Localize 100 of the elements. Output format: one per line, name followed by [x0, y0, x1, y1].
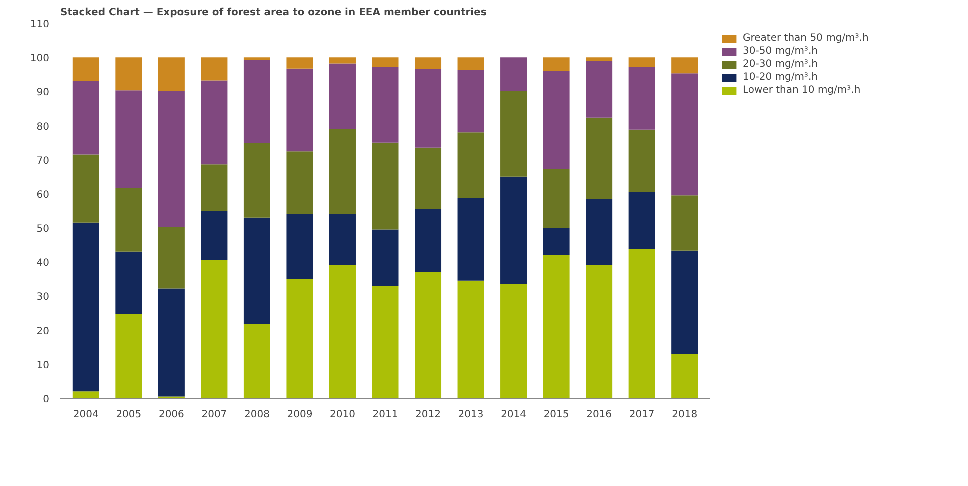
x-tick-label: 2013 — [458, 410, 484, 420]
bar — [286, 214, 314, 280]
bar — [628, 192, 656, 250]
x-tick-label: 2017 — [629, 410, 655, 420]
bar — [543, 71, 570, 170]
bar — [72, 392, 100, 398]
x-tick-label: 2010 — [330, 410, 356, 420]
y-tick-label: 0 — [43, 394, 50, 406]
bar — [329, 64, 356, 130]
bar — [415, 70, 442, 148]
y-tick-label: 90 — [36, 88, 50, 99]
x-tick-label: 2008 — [244, 410, 270, 420]
bar — [586, 118, 613, 200]
legend-label: Lower than 10 mg/m³.h — [743, 85, 861, 96]
bar — [500, 58, 528, 91]
x-tick-label: 2016 — [586, 410, 612, 420]
x-tick-label: 2009 — [287, 410, 313, 420]
bar — [586, 266, 613, 398]
bar — [543, 58, 570, 72]
bar — [158, 91, 185, 228]
x-tick-label: 2005 — [116, 410, 142, 420]
bar — [329, 129, 356, 214]
y-tick-label: 110 — [30, 20, 50, 30]
bar — [672, 196, 698, 251]
bar — [458, 58, 484, 70]
bar — [672, 74, 698, 196]
y-tick-label: 30 — [36, 292, 50, 304]
bar — [458, 198, 484, 281]
bar — [458, 70, 484, 133]
bar — [286, 68, 314, 152]
bar — [116, 188, 142, 252]
bar — [158, 227, 185, 289]
bar — [628, 67, 656, 130]
legend-label: 10-20 mg/m³.h — [743, 72, 818, 83]
bar — [72, 222, 100, 392]
bar — [586, 61, 613, 118]
bar — [672, 58, 698, 74]
bar — [500, 284, 528, 398]
y-tick-label: 50 — [36, 224, 50, 236]
bar — [628, 250, 656, 398]
bar — [286, 58, 314, 69]
x-tick-label: 2004 — [73, 410, 99, 420]
bar — [329, 58, 356, 64]
bar — [500, 176, 528, 284]
bar — [543, 255, 570, 398]
y-tick-label: 40 — [36, 258, 50, 270]
x-tick-label: 2006 — [158, 410, 184, 420]
bar — [329, 266, 356, 398]
bar — [158, 288, 185, 397]
bar — [244, 144, 270, 218]
bar — [201, 80, 228, 165]
bar — [415, 58, 442, 70]
bar — [586, 58, 613, 61]
bar — [500, 91, 528, 177]
bar — [329, 214, 356, 266]
bar — [372, 230, 399, 286]
bar — [158, 58, 185, 91]
x-tick-label: 2007 — [202, 410, 228, 420]
bar — [372, 142, 399, 230]
y-tick-label: 10 — [36, 360, 50, 372]
legend-label: 20-30 mg/m³.h — [743, 59, 818, 70]
bar — [286, 279, 314, 398]
bar — [116, 90, 142, 188]
x-tick-label: 2015 — [544, 410, 570, 420]
bar — [415, 148, 442, 210]
y-tick-label: 80 — [36, 122, 50, 133]
bar — [672, 250, 698, 354]
x-tick-label: 2012 — [416, 410, 441, 420]
bar — [72, 154, 100, 223]
bar — [672, 354, 698, 398]
bar — [72, 58, 100, 82]
bar — [201, 260, 228, 398]
x-tick-label: 2014 — [501, 410, 527, 420]
bar — [372, 286, 399, 398]
bar — [286, 152, 314, 214]
bar — [372, 67, 399, 143]
bar — [372, 58, 399, 68]
bar — [628, 130, 656, 192]
bar — [543, 169, 570, 228]
y-tick-label: 60 — [36, 190, 50, 201]
bar — [116, 314, 142, 398]
bar — [116, 252, 142, 314]
x-tick-label: 2011 — [372, 410, 398, 420]
y-tick-label: 20 — [36, 326, 50, 338]
bar — [201, 211, 228, 260]
y-tick-label: 100 — [30, 54, 50, 65]
bar — [458, 132, 484, 198]
legend-label: Greater than 50 mg/m³.h — [743, 33, 869, 44]
bar — [72, 81, 100, 155]
bar — [244, 324, 270, 398]
bar — [201, 58, 228, 81]
y-tick-label: 70 — [36, 156, 50, 167]
bar — [543, 228, 570, 256]
legend-label: 30-50 mg/m³.h — [743, 46, 818, 57]
chart-title: Stacked Chart — Exposure of forest area to ozone in EEA member countries — [60, 8, 487, 18]
bar — [415, 209, 442, 272]
bar — [244, 60, 270, 144]
bar — [586, 199, 613, 266]
bar — [244, 218, 270, 324]
bar — [415, 272, 442, 398]
